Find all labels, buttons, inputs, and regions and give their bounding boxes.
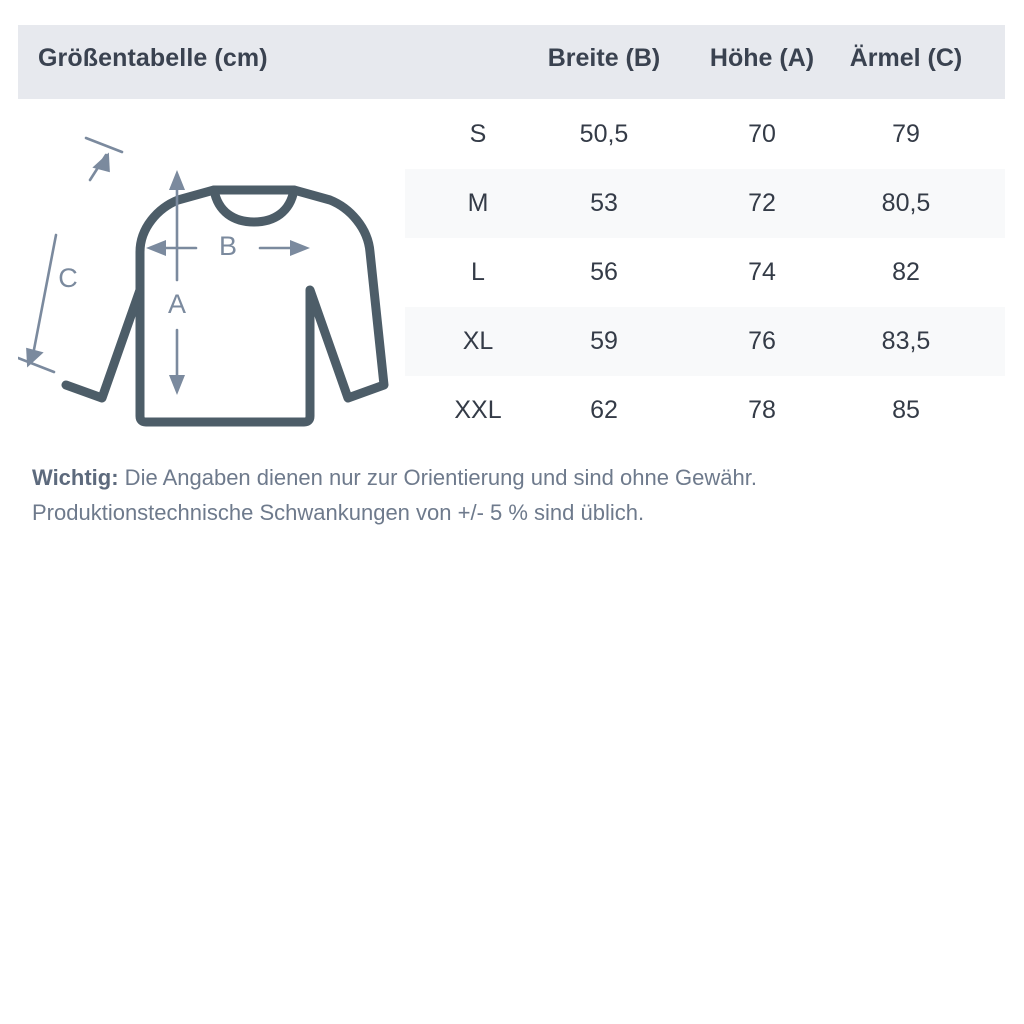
cell-width: 62 bbox=[590, 396, 618, 424]
cell-height: 74 bbox=[748, 258, 776, 286]
table-row: XXL 62 78 85 bbox=[405, 376, 1005, 445]
footnote-label: Wichtig: bbox=[32, 465, 119, 490]
column-header-width: Breite (B) bbox=[547, 44, 661, 72]
cell-height: 76 bbox=[748, 327, 776, 355]
page-title: Größentabelle (cm) bbox=[38, 44, 268, 72]
dimension-label-b: B bbox=[219, 231, 237, 261]
dimension-label-c: C bbox=[58, 263, 78, 293]
cell-width: 56 bbox=[590, 258, 618, 286]
table-row: M 53 72 80,5 bbox=[405, 169, 1005, 238]
table-row: XL 59 76 83,5 bbox=[405, 307, 1005, 376]
cell-height: 78 bbox=[748, 396, 776, 424]
cell-sleeve: 79 bbox=[892, 120, 920, 148]
cell-size: XL bbox=[462, 327, 494, 355]
footnote-line-2: Produktionstechnische Schwankungen von +… bbox=[32, 500, 645, 525]
cell-width: 50,5 bbox=[579, 120, 629, 148]
cell-size: XXL bbox=[454, 396, 502, 424]
table-header-band bbox=[18, 25, 1005, 99]
cell-width: 59 bbox=[590, 327, 618, 355]
column-header-sleeve: Ärmel (C) bbox=[849, 44, 963, 72]
table-row: L 56 74 82 bbox=[405, 238, 1005, 307]
garment-diagram: C B A bbox=[18, 130, 408, 430]
dimension-label-a: A bbox=[168, 289, 186, 319]
cell-size: L bbox=[471, 258, 485, 286]
cell-width: 53 bbox=[590, 189, 618, 217]
footnote-line-1: Die Angaben dienen nur zur Orientierung … bbox=[118, 465, 757, 490]
shirt-outline-icon bbox=[61, 185, 389, 427]
arrow-heads bbox=[26, 152, 310, 395]
footnote: Wichtig: Die Angaben dienen nur zur Orie… bbox=[32, 460, 992, 530]
cell-size: M bbox=[467, 189, 489, 217]
column-header-height: Höhe (A) bbox=[709, 44, 815, 72]
cell-sleeve: 80,5 bbox=[881, 189, 931, 217]
dimension-arrow-c bbox=[18, 136, 124, 374]
cell-height: 70 bbox=[748, 120, 776, 148]
cell-height: 72 bbox=[748, 189, 776, 217]
cell-sleeve: 85 bbox=[892, 396, 920, 424]
cell-sleeve: 82 bbox=[892, 258, 920, 286]
cell-size: S bbox=[469, 120, 487, 148]
cell-sleeve: 83,5 bbox=[881, 327, 931, 355]
table-row: S 50,5 70 79 bbox=[405, 100, 1005, 169]
